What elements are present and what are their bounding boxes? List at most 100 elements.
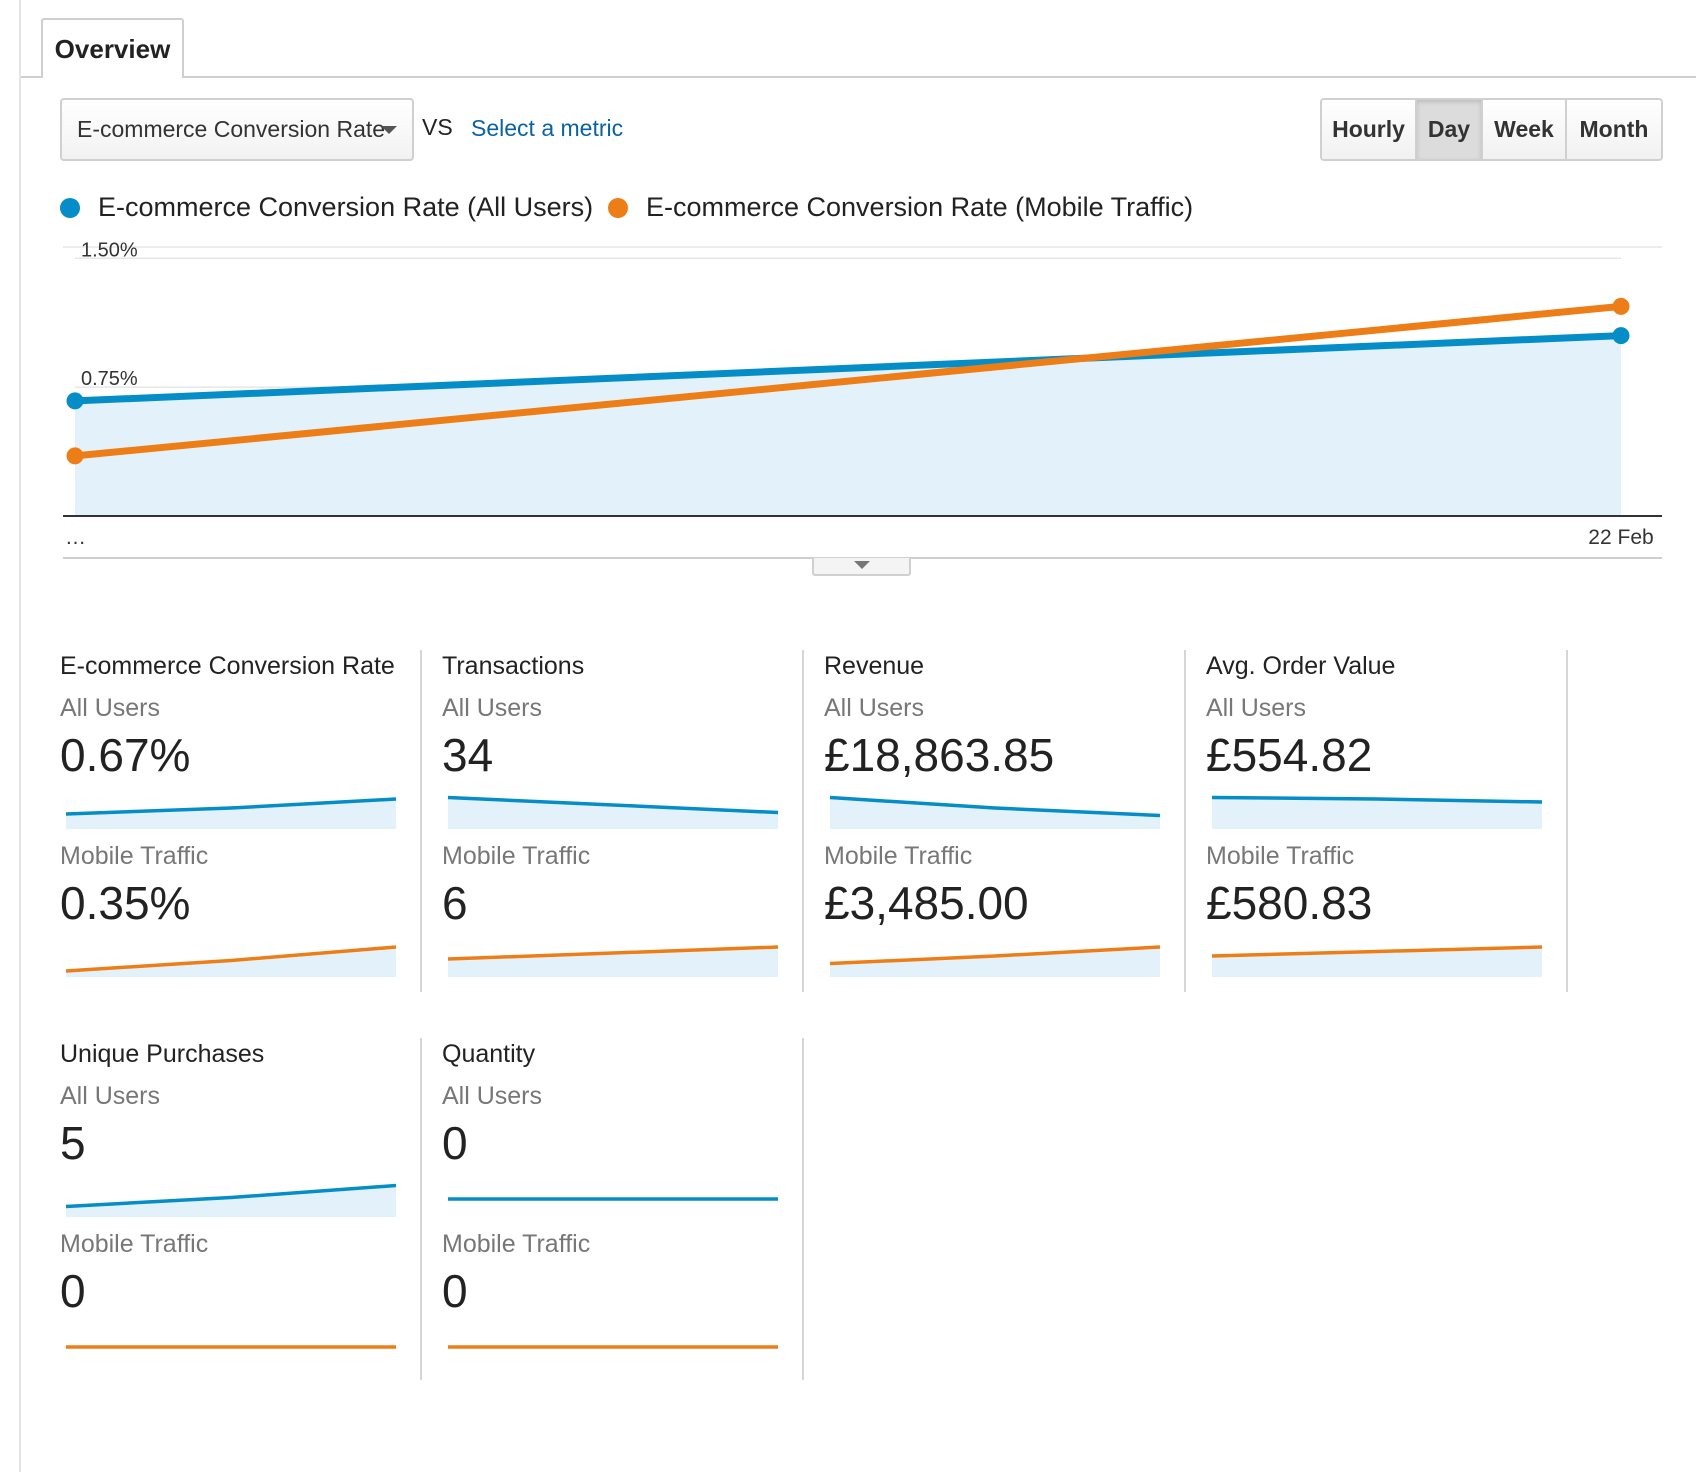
period-week-button[interactable]: Week xyxy=(1483,100,1567,159)
y-tick-label: 0.75% xyxy=(81,368,138,390)
sparkline-area xyxy=(66,1185,396,1217)
scorecard-title: Revenue xyxy=(824,652,925,680)
scorecard[interactable]: Unique Purchases All Users 5 Mobile Traffic… xyxy=(60,1040,400,1380)
sparkline-area xyxy=(830,797,1160,829)
legend-dot-icon xyxy=(60,197,80,218)
left-border xyxy=(19,0,21,1472)
metric-value: 6 xyxy=(442,877,468,929)
scorecard-title: E-commerce Conversion Rate xyxy=(60,652,395,680)
sparkline xyxy=(1211,945,1543,977)
sparkline xyxy=(448,1345,778,1349)
sparkline xyxy=(829,795,1161,829)
metric-dropdown-label: E-commerce Conversion Rate xyxy=(77,116,386,142)
segment-label: Mobile Traffic xyxy=(60,1230,209,1258)
scorecard-title: Transactions xyxy=(442,652,585,680)
metric-value: 0.35% xyxy=(60,877,191,929)
segment-label: Mobile Traffic xyxy=(60,842,209,870)
scorecard-title: Unique Purchases xyxy=(60,1040,265,1068)
metric-value: 0 xyxy=(60,1265,86,1317)
legend-label: E-commerce Conversion Rate (All Users) xyxy=(98,192,594,222)
legend-item-mobile-traffic[interactable]: E-commerce Conversion Rate (Mobile Traff… xyxy=(608,192,1193,223)
scorecard[interactable]: E-commerce Conversion Rate All Users 0.67%… xyxy=(60,652,400,992)
period-day-button[interactable]: Day xyxy=(1417,100,1483,159)
x-tick-label: … xyxy=(65,526,86,549)
scorecard-divider xyxy=(420,650,422,992)
metric-value: £18,863.85 xyxy=(824,729,1055,781)
metric-value: 5 xyxy=(60,1117,86,1169)
tab-baseline xyxy=(21,76,1696,78)
chart-expand-toggle[interactable] xyxy=(812,558,911,576)
segment-label: All Users xyxy=(442,694,543,722)
segment-label: All Users xyxy=(1206,694,1307,722)
vs-label: VS xyxy=(422,114,453,140)
select-metric-link[interactable]: Select a metric xyxy=(471,115,624,141)
segment-label: Mobile Traffic xyxy=(442,1230,591,1258)
sparkline-area xyxy=(448,797,778,829)
tab-overview[interactable]: Overview xyxy=(41,18,184,78)
scorecard[interactable]: Revenue All Users £18,863.85 Mobile Traffic… xyxy=(824,652,1164,992)
sparkline-line xyxy=(829,945,1161,966)
sparkline-line xyxy=(65,945,397,973)
sparkline xyxy=(829,945,1161,977)
segment-label: Mobile Traffic xyxy=(442,842,591,870)
legend-item-all-users[interactable]: E-commerce Conversion Rate (All Users) xyxy=(60,192,593,223)
sparkline-line xyxy=(1211,945,1543,958)
scorecard[interactable]: Quantity All Users 0 Mobile Traffic 0 xyxy=(442,1040,782,1380)
legend-label: E-commerce Conversion Rate (Mobile Traff… xyxy=(646,192,1194,222)
data-point xyxy=(1612,327,1630,345)
metric-value: 0 xyxy=(442,1117,468,1169)
scorecard-title: Quantity xyxy=(442,1040,536,1068)
sparkline-area xyxy=(66,799,396,829)
chevron-down-icon xyxy=(381,126,397,134)
sparkline-area xyxy=(448,947,778,977)
sparkline xyxy=(65,797,397,829)
sparkline xyxy=(65,945,397,977)
x-tick-label: 22 Feb xyxy=(1588,526,1653,549)
line-chart: 1.50% 0.75% … 22 Feb xyxy=(63,239,1662,559)
segment-label: All Users xyxy=(442,1082,543,1110)
sparkline-line xyxy=(829,795,1161,818)
metric-value: 0 xyxy=(442,1265,468,1317)
sparkline xyxy=(448,1197,778,1201)
segment-label: All Users xyxy=(60,1082,161,1110)
metric-value: £554.82 xyxy=(1206,729,1373,781)
period-hourly-button[interactable]: Hourly xyxy=(1322,100,1417,159)
data-point xyxy=(66,392,84,410)
sparkline-line xyxy=(447,945,779,961)
metric-value: 34 xyxy=(442,729,494,781)
data-point xyxy=(1612,297,1630,315)
sparkline-line xyxy=(65,797,397,816)
y-tick-label: 1.50% xyxy=(81,239,138,261)
scorecard-divider xyxy=(420,1038,422,1380)
period-selector: Hourly Day Week Month xyxy=(1320,98,1663,161)
segment-label: All Users xyxy=(60,694,161,722)
scorecard[interactable]: Transactions All Users 34 Mobile Traffic 6 xyxy=(442,652,782,992)
series-line-mobile-traffic xyxy=(71,302,1625,460)
sparkline xyxy=(1211,795,1543,829)
series-area xyxy=(75,335,1621,516)
metric-dropdown[interactable]: E-commerce Conversion Rate xyxy=(60,98,414,161)
sparkline xyxy=(66,1345,396,1349)
metric-value: £3,485.00 xyxy=(824,877,1029,929)
series-line-all-users xyxy=(71,332,1625,405)
chevron-down-icon xyxy=(854,561,870,569)
sparkline xyxy=(447,795,779,829)
sparkline xyxy=(65,1183,397,1217)
sparkline xyxy=(447,945,779,977)
segment-label: All Users xyxy=(824,694,925,722)
metric-value: 0.67% xyxy=(60,729,191,781)
scorecard[interactable]: Avg. Order Value All Users £554.82 Mobile T… xyxy=(1206,652,1546,992)
data-point xyxy=(66,447,84,465)
period-month-button[interactable]: Month xyxy=(1567,100,1661,159)
metric-value: £580.83 xyxy=(1206,877,1373,929)
segment-label: Mobile Traffic xyxy=(824,842,973,870)
scorecard-divider xyxy=(802,1038,804,1380)
sparkline-line xyxy=(65,1183,397,1209)
sparkline-area xyxy=(1212,797,1542,829)
sparkline-area xyxy=(830,947,1160,977)
sparkline-line xyxy=(447,795,779,815)
scorecard-divider xyxy=(1184,650,1186,992)
scorecard-divider xyxy=(1566,650,1568,992)
legend-dot-icon xyxy=(608,197,628,218)
